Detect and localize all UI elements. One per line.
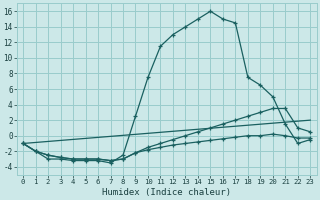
X-axis label: Humidex (Indice chaleur): Humidex (Indice chaleur): [102, 188, 231, 197]
